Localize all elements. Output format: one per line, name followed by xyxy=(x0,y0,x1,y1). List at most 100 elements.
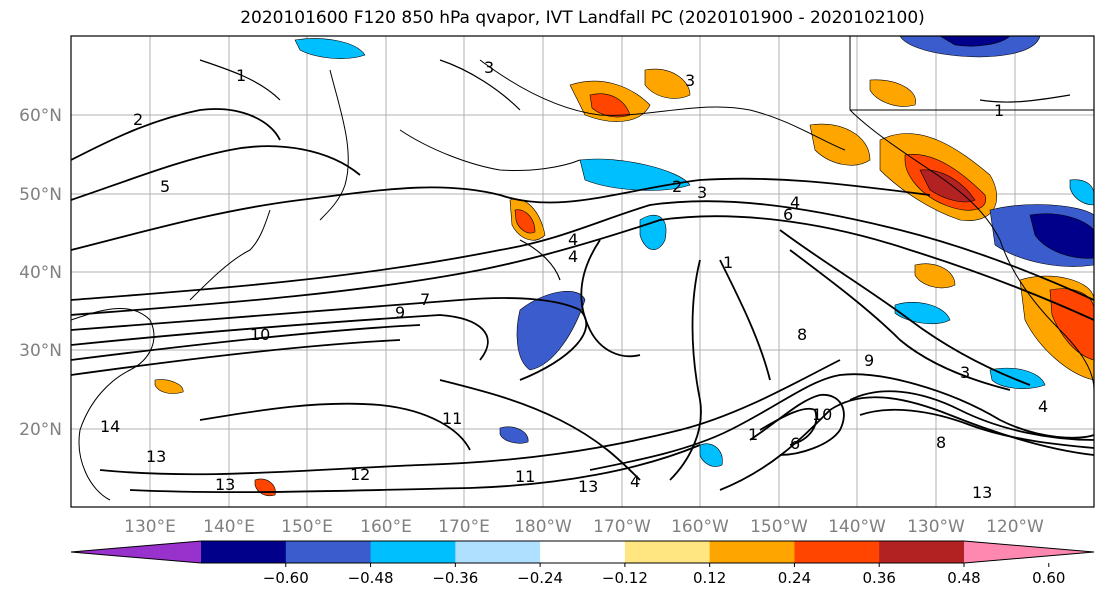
colorbar-tick-label: −0.60 xyxy=(263,569,309,587)
contour-label: 9 xyxy=(864,351,874,370)
contour-label: 3 xyxy=(484,58,494,77)
contour-label: 13 xyxy=(578,477,598,496)
lon-label: 140°W xyxy=(828,517,886,537)
colorbar-tick-label: −0.36 xyxy=(432,569,478,587)
lat-label: 60°N xyxy=(19,106,62,126)
negative-patch xyxy=(1069,179,1094,206)
contour-label: 6 xyxy=(790,434,800,453)
contour-label: 8 xyxy=(797,325,807,344)
colorbar-tick-label: 0.24 xyxy=(778,569,811,587)
positive-patch xyxy=(809,123,871,166)
japan-coast xyxy=(189,209,271,301)
contour-label: 13 xyxy=(146,447,166,466)
asia-coast xyxy=(71,307,155,501)
contour-label: 11 xyxy=(442,409,462,428)
contour-label: 4 xyxy=(1038,397,1048,416)
lat-labels: 60°N 50°N 40°N 30°N 20°N xyxy=(19,106,62,440)
contour-label: 7 xyxy=(420,290,430,309)
positive-patch xyxy=(589,93,631,118)
contour-label: 8 xyxy=(936,433,946,452)
positive-patch xyxy=(919,169,976,203)
colorbar-tick-label: −0.12 xyxy=(602,569,648,587)
negative-patch xyxy=(1029,213,1094,259)
colorbar-segment xyxy=(285,541,372,563)
contour-label: 14 xyxy=(100,417,120,436)
colorbar-extend-low xyxy=(71,541,201,563)
colorbar-segment xyxy=(540,541,626,563)
contour-label: 4 xyxy=(630,472,640,491)
contour-label: 13 xyxy=(215,475,235,494)
contour-label: 4 xyxy=(568,247,578,266)
kamchatka-coast xyxy=(319,69,349,221)
contour-label: 1 xyxy=(994,101,1004,120)
lon-label: 130°W xyxy=(907,517,965,537)
colorbar-tick-label: −0.24 xyxy=(517,569,563,587)
negative-patch xyxy=(699,443,723,467)
lat-label: 20°N xyxy=(19,420,62,440)
contour-label: 1 xyxy=(748,425,758,444)
contour-label: 2 xyxy=(133,110,143,129)
contour-label: 10 xyxy=(250,325,270,344)
lon-label: 140°E xyxy=(203,517,255,537)
contour-label: 1 xyxy=(723,253,733,272)
colorbar-tick-label: 0.12 xyxy=(693,569,726,587)
colorbar-tick-label: 0.48 xyxy=(947,569,980,587)
ivt-contours-thin xyxy=(199,59,1071,281)
ivt-contours xyxy=(71,108,1094,494)
contour-labels: 1 2 3 5 3 1 2 3 4 6 4 4 1 9 7 10 8 9 3 4… xyxy=(100,58,1048,502)
positive-patch xyxy=(154,379,184,394)
map-frame xyxy=(70,35,1095,508)
negative-patch xyxy=(989,367,1046,389)
positive-patch xyxy=(869,79,916,107)
alaska-coast xyxy=(479,59,846,151)
colorbar-segment xyxy=(370,541,456,563)
contour-label: 3 xyxy=(960,363,970,382)
lon-label: 170°W xyxy=(593,517,651,537)
lon-label: 150°W xyxy=(750,517,808,537)
lon-label: 160°E xyxy=(360,517,412,537)
lon-label: 180°W xyxy=(514,517,572,537)
contour-label: 1 xyxy=(236,66,246,85)
contour-label: 5 xyxy=(160,177,170,196)
colorbar-outline xyxy=(70,540,1095,564)
lon-label: 170°E xyxy=(438,517,490,537)
contour-label: 3 xyxy=(685,71,695,90)
lon-label: 120°W xyxy=(986,517,1044,537)
positive-patch xyxy=(914,263,956,289)
contour-label: 6 xyxy=(783,205,793,224)
coastlines xyxy=(71,36,1094,501)
colorbar: −0.60 −0.48 −0.36 −0.24 −0.12 0.12 0.24 0.36 0.4… xyxy=(70,540,1095,587)
colorbar-segment xyxy=(709,541,795,563)
lat-label: 30°N xyxy=(19,341,62,361)
lon-label: 150°E xyxy=(281,517,333,537)
contour-label: 3 xyxy=(697,183,707,202)
contour-label: 4 xyxy=(568,230,578,249)
positive-patch xyxy=(514,209,536,234)
colorbar-tick-label: 0.60 xyxy=(1032,569,1065,587)
contour-label: 13 xyxy=(972,483,992,502)
contour-label: 10 xyxy=(812,405,832,424)
lon-labels: 130°E 140°E 150°E 160°E 170°E 180°W 170°… xyxy=(124,517,1044,537)
colorbar-segment xyxy=(455,541,541,563)
negative-patch xyxy=(499,426,529,444)
colorbar-segment xyxy=(794,541,880,563)
colorbar-segment xyxy=(879,541,965,563)
contour-label: 2 xyxy=(672,177,682,196)
chart-title: 2020101600 F120 850 hPa qvapor, IVT Land… xyxy=(240,8,925,28)
colorbar-tick-label: −0.48 xyxy=(348,569,394,587)
lat-label: 40°N xyxy=(19,263,62,283)
map-content: 1 2 3 5 3 1 2 3 4 6 4 4 1 9 7 10 8 9 3 4… xyxy=(71,36,1094,507)
na-coast xyxy=(849,36,1094,391)
negative-patch xyxy=(516,290,586,371)
colorbar-segment xyxy=(201,541,287,563)
colorbar-tick-label: 0.36 xyxy=(863,569,896,587)
contour-label: 11 xyxy=(515,467,535,486)
colorbar-extend-high xyxy=(964,541,1094,563)
lon-label: 130°E xyxy=(124,517,176,537)
aleutians xyxy=(399,129,581,171)
contour-label: 4 xyxy=(790,193,800,212)
colorbar-segment xyxy=(624,541,711,563)
contour-label: 9 xyxy=(395,303,405,322)
positive-patch xyxy=(644,68,691,99)
